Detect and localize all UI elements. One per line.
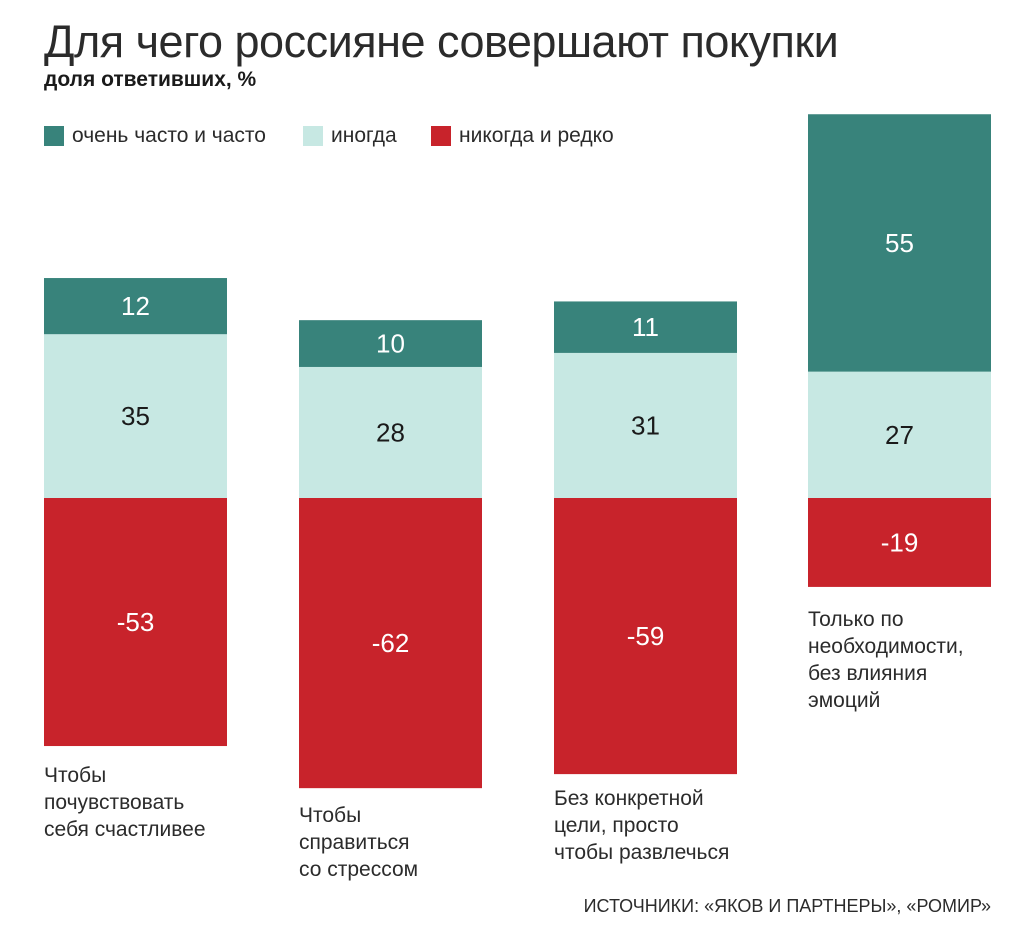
legend-label-never: никогда и редко xyxy=(459,124,614,147)
data-label-often-2: 11 xyxy=(632,312,659,342)
category-label-0-line-1: почувствовать xyxy=(44,791,185,814)
category-label-0-line-0: Чтобы xyxy=(44,764,107,787)
source-note: ИСТОЧНИКИ: «ЯКОВ И ПАРТНЕРЫ», «РОМИР» xyxy=(583,896,991,916)
legend-label-sometimes: иногда xyxy=(331,124,397,147)
data-label-often-3: 55 xyxy=(885,228,914,258)
category-label-0: Чтобы почувствовать себя счастливее xyxy=(44,762,206,843)
bar-often-3 xyxy=(808,114,991,372)
legend-swatch-often xyxy=(44,126,64,146)
legend-item-often: очень часто и часто xyxy=(44,124,266,148)
category-label-2: Без конкретной цели, просто чтобы развлечь… xyxy=(554,785,729,866)
category-label-3: Только по необходимости, без влияния эмоций xyxy=(808,606,964,714)
bar-sometimes-0 xyxy=(44,334,227,498)
category-label-3-line-3: эмоций xyxy=(808,689,881,712)
data-label-often-1: 10 xyxy=(376,329,405,359)
chart-subtitle: доля ответивших, % xyxy=(44,68,257,91)
category-label-1: Чтобы справиться со стрессом xyxy=(299,802,418,883)
bar-never-2 xyxy=(554,498,737,775)
bar-never-0 xyxy=(44,498,227,747)
data-label-sometimes-1: 28 xyxy=(376,417,405,447)
category-label-2-line-0: Без конкретной xyxy=(554,787,704,810)
bar-never-1 xyxy=(299,498,482,789)
legend-label-often: очень часто и часто xyxy=(72,124,266,147)
category-label-2-line-2: чтобы развлечься xyxy=(554,841,730,864)
data-label-sometimes-0: 35 xyxy=(121,401,150,431)
bar-sometimes-2 xyxy=(554,352,737,498)
category-label-1-line-2: со стрессом xyxy=(299,858,419,881)
data-label-never-2: -59 xyxy=(627,621,665,651)
data-label-sometimes-2: 31 xyxy=(631,410,660,440)
bar-never-3 xyxy=(808,498,991,587)
category-label-1-line-0: Чтобы xyxy=(299,804,362,827)
legend-item-sometimes: иногда xyxy=(303,124,397,148)
bar-sometimes-3 xyxy=(808,371,991,498)
data-label-often-0: 12 xyxy=(121,291,150,321)
bar-often-2 xyxy=(554,301,737,353)
bar-often-1 xyxy=(299,320,482,367)
category-label-0-line-2: себя счастливее xyxy=(44,818,206,841)
legend-swatch-never xyxy=(431,126,451,146)
bar-sometimes-1 xyxy=(299,366,482,498)
category-label-3-line-1: необходимости, xyxy=(808,635,964,658)
legend-item-never: никогда и редко xyxy=(431,124,614,148)
category-label-2-line-1: цели, просто xyxy=(554,814,679,837)
legend-swatch-sometimes xyxy=(303,126,323,146)
data-label-never-0: -53 xyxy=(117,607,155,637)
data-label-never-1: -62 xyxy=(372,628,410,658)
category-label-3-line-2: без влияния xyxy=(808,662,928,685)
data-label-never-3: -19 xyxy=(881,527,919,557)
category-label-3-line-0: Только по xyxy=(808,608,904,631)
category-label-1-line-1: справиться xyxy=(299,831,410,854)
bar-often-0 xyxy=(44,278,227,335)
chart-title: Для чего россияне совершают покупки xyxy=(44,16,839,67)
data-label-sometimes-3: 27 xyxy=(885,420,914,450)
